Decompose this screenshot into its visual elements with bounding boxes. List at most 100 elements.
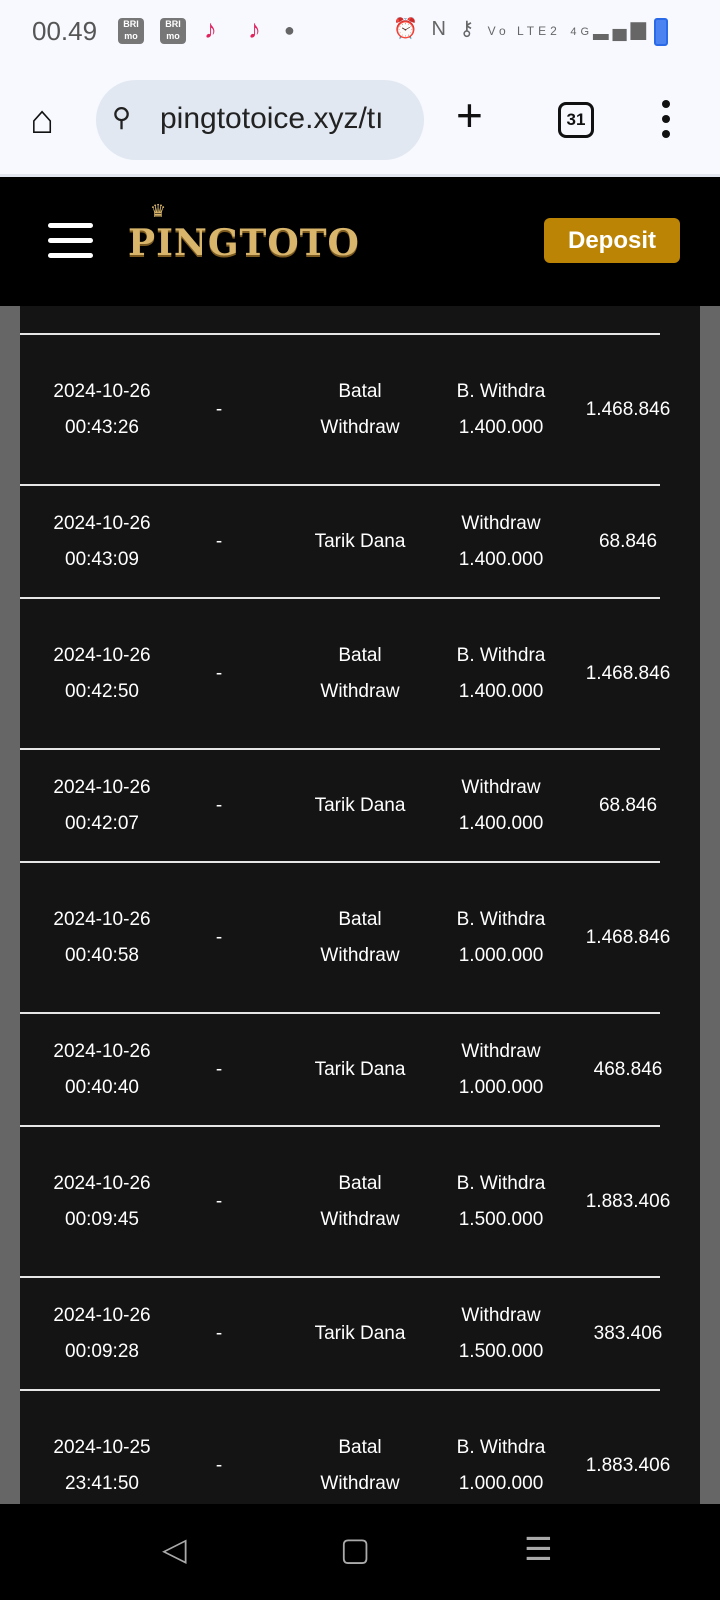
amount-label: Withdraw — [461, 1304, 541, 1326]
network-type: 4G — [570, 26, 594, 38]
time-text: 00:42:50 — [65, 680, 139, 702]
balance-cell: 1.883.406 — [585, 1454, 671, 1476]
balance-cell: 68.846 — [598, 794, 658, 816]
date-text: 2024-10-25 — [53, 1436, 151, 1458]
logo[interactable]: PINGTOTO — [128, 222, 360, 264]
type-cell: Tarik Dana — [296, 486, 424, 597]
amount-label: Withdraw — [461, 1040, 541, 1062]
battery-charging-icon — [654, 18, 668, 46]
type-cell: Batal Withdraw — [296, 1127, 424, 1276]
transaction-list[interactable]: 2024-10-26 00:43:26 - Batal Withdraw B. With… — [0, 306, 720, 1504]
type-cell: Batal Withdraw — [296, 1391, 424, 1504]
date-text: 2024-10-26 — [53, 1304, 151, 1326]
amount-value: 1.400.000 — [458, 812, 544, 834]
time-text: 00:42:07 — [65, 812, 139, 834]
time-text: 00:09:28 — [65, 1340, 139, 1362]
amount-value: 1.000.000 — [458, 1076, 544, 1098]
amount-value: 1.500.000 — [458, 1208, 544, 1230]
amount-cell: B. Withdra 1.500.000 — [428, 1127, 574, 1276]
date-cell: 2024-10-26 00:42:07 — [20, 750, 184, 861]
amount-cell: Withdraw 1.000.000 — [428, 1014, 574, 1125]
time-text: 00:40:58 — [65, 944, 139, 966]
balance-cell: 1.468.846 — [585, 662, 671, 684]
deposit-button[interactable]: Deposit — [544, 218, 680, 263]
type-text: Tarik Dana — [314, 794, 406, 816]
table-row: 2024-10-26 00:42:50 - Batal Withdraw B. With… — [20, 597, 670, 748]
amount-label: Withdraw — [461, 776, 541, 798]
amount-value: 1.000.000 — [458, 944, 544, 966]
date-text: 2024-10-26 — [53, 1040, 151, 1062]
tiktok-icon: ♪ — [248, 14, 261, 44]
amount-cell: Withdraw 1.400.000 — [428, 750, 574, 861]
url-text[interactable]: pingtotoice.xyz/tı — [160, 102, 384, 135]
time-text: 00:40:40 — [65, 1076, 139, 1098]
amount-value: 1.000.000 — [458, 1472, 544, 1494]
tab-switcher-button[interactable]: 31 — [558, 102, 594, 138]
time-text: 00:43:26 — [65, 416, 139, 438]
balance-cell: 1.883.406 — [585, 1190, 671, 1212]
type-text: Tarik Dana — [314, 530, 406, 552]
more-notifications-dot-icon: ● — [284, 20, 295, 40]
table-row: 2024-10-25 23:41:50 - Batal Withdraw B. With… — [20, 1389, 670, 1504]
date-text: 2024-10-26 — [53, 380, 151, 402]
type-text: Batal Withdraw — [320, 644, 400, 702]
ref-cell: - — [215, 794, 223, 816]
type-text: Batal Withdraw — [320, 1172, 400, 1230]
alarm-icon: ⏰ — [392, 18, 422, 40]
address-bar[interactable]: ⚲ pingtotoice.xyz/tı — [96, 80, 424, 160]
home-icon[interactable]: ▢ — [340, 1531, 371, 1567]
type-text: Batal Withdraw — [320, 908, 400, 966]
balance-cell: 1.468.846 — [585, 398, 671, 420]
signal-icon: ▂▄▆ — [593, 18, 650, 40]
table-row: 2024-10-26 00:09:45 - Batal Withdraw B. With… — [20, 1125, 670, 1276]
table-row: 2024-10-26 00:42:07 - Tarik Dana Withdraw 1.4… — [20, 748, 660, 861]
amount-value: 1.400.000 — [458, 416, 544, 438]
date-text: 2024-10-26 — [53, 776, 151, 798]
back-icon[interactable]: ◁ — [162, 1531, 187, 1567]
tiktok-icon: ♪ — [204, 14, 217, 44]
volte-icon: Vo LTE2 — [487, 24, 561, 38]
nfc-icon: N — [431, 18, 450, 40]
time-text: 00:09:45 — [65, 1208, 139, 1230]
amount-value: 1.500.000 — [458, 1340, 544, 1362]
amount-value: 1.400.000 — [458, 548, 544, 570]
date-cell: 2024-10-26 00:40:58 — [20, 863, 184, 1012]
hamburger-menu-icon[interactable] — [48, 223, 93, 268]
recents-icon[interactable]: ☰ — [524, 1531, 553, 1567]
more-menu-icon[interactable] — [662, 100, 670, 145]
date-cell: 2024-10-26 00:09:45 — [20, 1127, 184, 1276]
amount-label: B. Withdra — [456, 908, 546, 930]
home-icon[interactable]: ⌂ — [30, 98, 55, 142]
amount-label: B. Withdra — [456, 644, 546, 666]
site-settings-icon[interactable]: ⚲ — [112, 102, 132, 132]
new-tab-icon[interactable]: + — [456, 89, 483, 141]
amount-cell: B. Withdra 1.400.000 — [428, 335, 574, 484]
ref-cell: - — [215, 1454, 223, 1476]
brimo-icon: BRI mo — [160, 18, 186, 44]
ref-cell: - — [215, 1322, 223, 1344]
system-icons: ⏰ N ⚷ Vo LTE2 4G▂▄▆ — [393, 16, 650, 41]
browser-toolbar: ⌂ ⚲ pingtotoice.xyz/tı + 31 — [0, 60, 720, 177]
system-nav-bar: ◁ ▢ ☰ — [0, 1504, 720, 1600]
date-text: 2024-10-26 — [53, 908, 151, 930]
amount-value: 1.400.000 — [458, 680, 544, 702]
date-text: 2024-10-26 — [53, 1172, 151, 1194]
amount-cell: B. Withdra 1.000.000 — [428, 863, 574, 1012]
amount-label: B. Withdra — [456, 380, 546, 402]
ref-cell: - — [215, 1058, 223, 1080]
amount-cell: Withdraw 1.500.000 — [428, 1278, 574, 1389]
amount-label: B. Withdra — [456, 1172, 546, 1194]
table-row: 2024-10-26 00:40:40 - Tarik Dana Withdraw 1.0… — [20, 1012, 662, 1125]
type-text: Tarik Dana — [314, 1058, 406, 1080]
date-cell: 2024-10-26 00:42:50 — [20, 599, 184, 748]
type-cell: Tarik Dana — [296, 750, 424, 861]
date-text: 2024-10-26 — [53, 644, 151, 666]
balance-cell: 383.406 — [593, 1322, 663, 1344]
balance-cell: 1.468.846 — [585, 926, 671, 948]
status-time: 00.49 — [32, 16, 98, 46]
type-text: Batal Withdraw — [320, 380, 400, 438]
table-row: 2024-10-26 00:40:58 - Batal Withdraw B. With… — [20, 861, 670, 1012]
brimo-icon: BRI mo — [118, 18, 144, 44]
transaction-panel — [20, 306, 700, 1504]
ref-cell: - — [215, 530, 223, 552]
